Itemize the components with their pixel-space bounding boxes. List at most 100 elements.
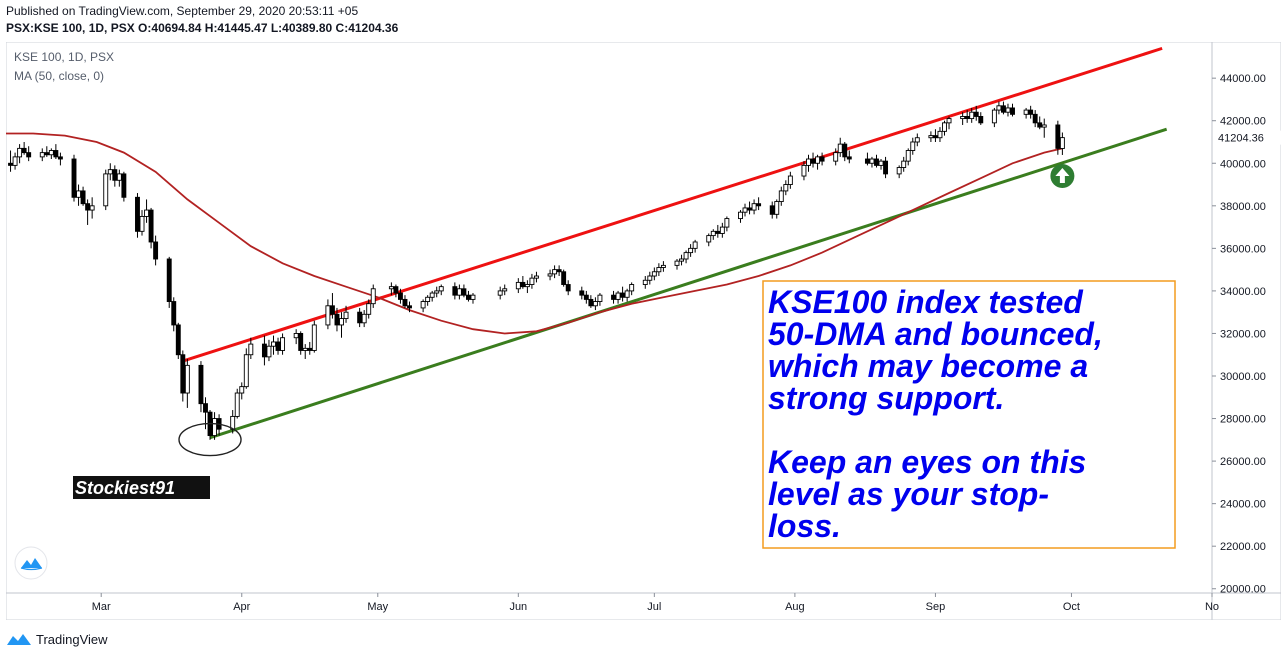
candle-up <box>139 210 145 236</box>
annotation-box: KSE100 index tested 50-DMA and bounced, … <box>762 280 1176 549</box>
y-tick-label: 40000.00 <box>1220 158 1266 170</box>
candle-body <box>901 160 907 168</box>
price-axis[interactable]: 20000.00 22000.00 24000.00 26000.00 28000.00… <box>1212 73 1266 596</box>
candle-body <box>620 292 626 298</box>
candle-up <box>271 335 276 355</box>
candle-body <box>139 215 145 232</box>
candle-up <box>837 137 843 157</box>
candle-up <box>547 269 553 281</box>
candle-body <box>692 241 698 249</box>
candle-body <box>896 167 902 175</box>
candle-body <box>756 203 762 207</box>
candle-body <box>48 150 54 156</box>
candle-down <box>611 290 616 304</box>
candle-body <box>8 162 13 166</box>
candle-up <box>615 290 621 304</box>
annotation-line: which may become a <box>768 348 1088 384</box>
chart-frame[interactable]: 20000.00 22000.00 24000.00 26000.00 28000.00… <box>5 41 1282 621</box>
candle-up <box>651 267 657 281</box>
candle-body <box>651 271 657 277</box>
candle-body <box>769 205 775 215</box>
candle-body <box>26 152 32 158</box>
candle-down <box>207 410 213 440</box>
candle-up <box>12 152 18 170</box>
candle-up <box>248 337 254 359</box>
x-tick-label: Apr <box>233 601 250 613</box>
candle-body <box>212 418 218 437</box>
candle-up <box>502 284 508 296</box>
candle-body <box>878 160 884 166</box>
y-tick-label: 42000.00 <box>1220 116 1266 128</box>
candle-up <box>534 271 539 283</box>
candle-down <box>53 144 59 160</box>
candle-down <box>579 286 585 300</box>
candle-body <box>370 288 376 305</box>
candle-body <box>44 152 50 156</box>
y-tick-label: 28000.00 <box>1220 414 1266 426</box>
candle-down <box>171 297 177 332</box>
watermark-text: Stockiest91 <box>75 478 175 498</box>
x-tick-label: Mar <box>92 601 111 613</box>
candle-up <box>429 290 435 302</box>
candle-body <box>361 313 367 324</box>
candle-body <box>121 173 127 198</box>
candle-body <box>819 156 825 162</box>
candle-body <box>942 122 947 132</box>
x-tick-label: May <box>367 601 388 613</box>
published-info: Published on TradingView.com, September … <box>6 4 359 18</box>
candle-up <box>48 148 54 160</box>
candle-body <box>579 290 585 296</box>
candle-up <box>624 288 630 302</box>
candle-up <box>1041 118 1047 138</box>
candle-up <box>497 286 503 300</box>
candle-body <box>1000 105 1006 113</box>
candle-body <box>815 156 821 164</box>
watermark-bg <box>73 476 210 499</box>
candle-up <box>751 199 757 215</box>
candle-up <box>937 127 943 142</box>
candle-body <box>53 150 59 158</box>
candle-down <box>334 307 340 332</box>
candle-body <box>497 290 503 296</box>
candle-down <box>561 269 567 287</box>
candlestick-chart[interactable]: 20000.00 22000.00 24000.00 26000.00 28000.00… <box>5 41 1282 621</box>
candle-up <box>293 329 299 345</box>
time-axis[interactable]: Mar Apr May Jun Jul Aug Sep Oct No <box>92 593 1219 613</box>
candle-body <box>1010 107 1015 115</box>
candle-body <box>833 152 839 162</box>
candle-down <box>148 207 154 249</box>
y-tick-label: 38000.00 <box>1220 201 1266 213</box>
x-tick-label: Sep <box>926 601 946 613</box>
candle-body <box>103 173 109 207</box>
candle-body <box>883 160 889 175</box>
candle-body <box>778 190 784 203</box>
candle-down <box>932 129 938 142</box>
candle-body <box>325 305 331 326</box>
candle-body <box>647 275 653 281</box>
last-price-label: 41204.36 <box>1218 133 1264 145</box>
candle-body <box>184 364 190 394</box>
candle-body <box>806 158 811 166</box>
candle-down <box>21 141 27 155</box>
candle-up <box>76 184 81 206</box>
candle-up <box>910 137 916 155</box>
annotation-border <box>762 280 1176 549</box>
candle-down <box>402 295 408 308</box>
candle-body <box>1005 107 1011 113</box>
candle-body <box>420 301 426 309</box>
candle-body <box>738 211 743 220</box>
candle-up <box>39 148 45 162</box>
candle-up <box>434 286 440 298</box>
candle-body <box>153 241 159 260</box>
candle-up <box>339 312 344 338</box>
candle-body <box>783 184 789 192</box>
candle-body <box>1055 124 1061 149</box>
candle-up <box>901 156 907 172</box>
annotation-line: level as your stop- <box>768 476 1049 512</box>
candle-body <box>57 156 63 160</box>
y-tick-label: 26000.00 <box>1220 456 1266 468</box>
candle-down <box>846 150 852 164</box>
tradingview-logo-button[interactable] <box>14 546 48 580</box>
candle-body <box>243 354 249 388</box>
candle-body <box>1032 113 1038 124</box>
